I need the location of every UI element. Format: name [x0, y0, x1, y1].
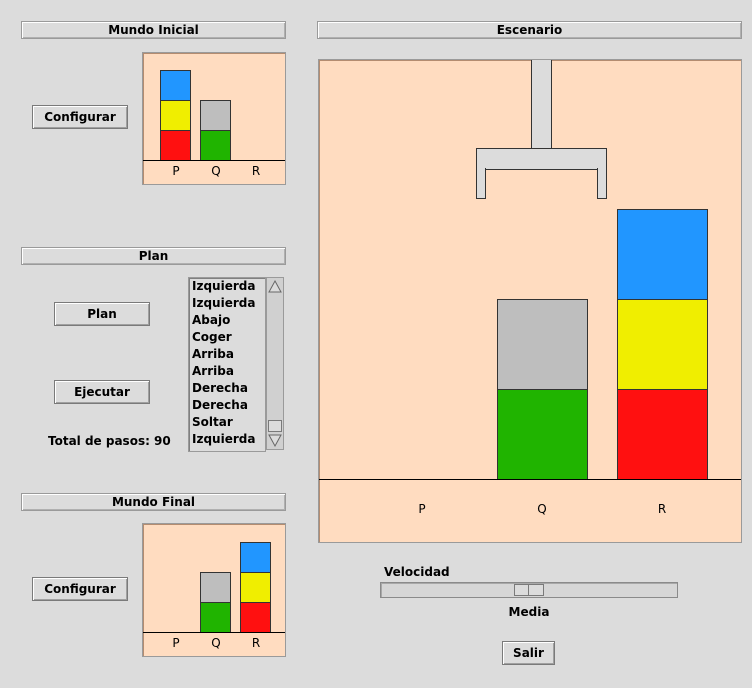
block-green: [200, 130, 231, 161]
list-item[interactable]: Derecha: [192, 381, 248, 395]
ground-line: [143, 632, 285, 633]
ground-line: [319, 479, 741, 480]
crane-right-joint: [598, 168, 606, 170]
scenario-view: P Q R: [318, 59, 742, 543]
ground-line: [143, 160, 285, 161]
crane-shaft: [531, 60, 552, 152]
plan-scrollbar[interactable]: [266, 277, 284, 450]
block-green: [200, 602, 231, 633]
peg-label-p: P: [172, 164, 180, 178]
speed-slider[interactable]: [380, 582, 678, 598]
peg-label-q: Q: [211, 164, 221, 178]
scroll-up-icon[interactable]: [268, 279, 282, 293]
initial-world-view: P Q R: [142, 52, 286, 185]
mundo-final-header: Mundo Final: [21, 493, 286, 511]
crane-left-finger: [476, 168, 486, 199]
list-item[interactable]: Izquierda: [192, 296, 256, 310]
list-item[interactable]: Derecha: [192, 398, 248, 412]
block-yellow: [240, 572, 271, 603]
list-item[interactable]: Izquierda: [192, 279, 256, 293]
speed-label: Velocidad: [384, 565, 450, 579]
peg-label-q: Q: [211, 636, 221, 650]
list-item[interactable]: Abajo: [192, 313, 231, 327]
block-green: [497, 389, 588, 480]
block-yellow: [160, 100, 191, 131]
crane-right-finger: [597, 168, 607, 199]
speed-value-label: Media: [508, 605, 550, 619]
peg-label-q: Q: [537, 502, 547, 516]
list-item[interactable]: Coger: [192, 330, 232, 344]
escenario-header: Escenario: [317, 21, 742, 39]
block-red: [160, 130, 191, 161]
block-gray: [497, 299, 588, 390]
peg-label-p: P: [418, 502, 426, 516]
speed-slider-thumb[interactable]: [514, 584, 544, 596]
block-yellow: [617, 299, 708, 390]
peg-label-r: R: [251, 164, 261, 178]
peg-label-r: R: [657, 502, 667, 516]
block-blue: [617, 209, 708, 300]
list-item[interactable]: Arriba: [192, 347, 234, 361]
peg-label-r: R: [251, 636, 261, 650]
total-steps-label: Total de pasos: 90: [48, 434, 171, 448]
list-item[interactable]: Soltar: [192, 415, 233, 429]
list-item[interactable]: Izquierda: [192, 432, 256, 446]
scroll-down-icon[interactable]: [268, 434, 282, 448]
block-gray: [200, 100, 231, 131]
block-blue: [160, 70, 191, 101]
plan-button[interactable]: Plan: [54, 302, 150, 326]
crane-arm: [476, 148, 607, 170]
crane-left-joint: [477, 168, 485, 170]
mundo-inicial-header: Mundo Inicial: [21, 21, 286, 39]
scroll-thumb[interactable]: [268, 420, 282, 432]
thumb-grip: [528, 585, 529, 595]
exit-button[interactable]: Salir: [502, 641, 555, 665]
block-red: [240, 602, 271, 633]
execute-button[interactable]: Ejecutar: [54, 380, 150, 404]
crane-joint: [532, 149, 551, 152]
configure-final-button[interactable]: Configurar: [32, 577, 128, 601]
final-world-view: P Q R: [142, 523, 286, 657]
configure-initial-button[interactable]: Configurar: [32, 105, 128, 129]
list-item[interactable]: Arriba: [192, 364, 234, 378]
block-gray: [200, 572, 231, 603]
peg-label-p: P: [172, 636, 180, 650]
block-blue: [240, 542, 271, 573]
plan-header: Plan: [21, 247, 286, 265]
block-red: [617, 389, 708, 480]
plan-steps-list[interactable]: Izquierda Izquierda Abajo Coger Arriba A…: [188, 277, 266, 452]
